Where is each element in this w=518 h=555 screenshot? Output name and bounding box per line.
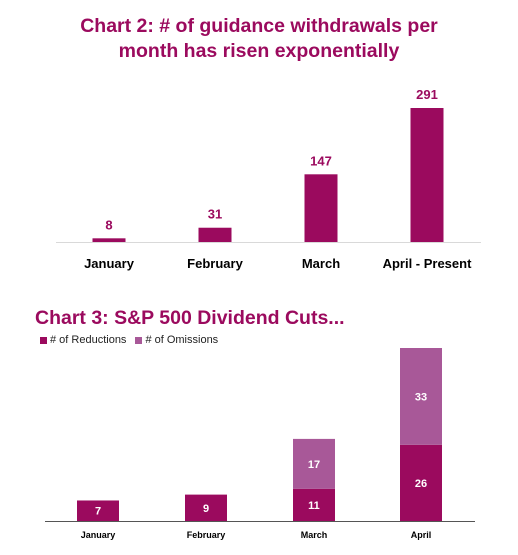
chart2-data-label: 147 <box>310 153 332 168</box>
legend-item-reductions: # of Reductions <box>40 334 126 346</box>
chart2-title: Chart 2: # of guidance withdrawals per m… <box>0 14 518 64</box>
chart2-bar <box>198 227 232 242</box>
chart2-tick-label: January <box>84 256 135 271</box>
chart3-data-label: 33 <box>415 391 427 403</box>
chart3-bar-reductions <box>293 488 335 521</box>
chart3-title: Chart 3: S&P 500 Dividend Cuts... <box>35 307 345 329</box>
chart3-tick-label: February <box>187 530 226 540</box>
chart2-bar <box>92 238 126 242</box>
chart3-tick-label: January <box>81 530 116 540</box>
chart3-data-label: 9 <box>203 503 209 515</box>
chart3-bar-reductions <box>400 444 442 521</box>
chart2-title-line1: Chart 2: # of guidance withdrawals per <box>80 15 438 37</box>
chart3-tick-label: April <box>411 530 432 540</box>
legend-swatch-reductions <box>40 336 47 344</box>
chart3-legend: # of Reductions # of Omissions <box>40 334 227 346</box>
chart3-data-label: 26 <box>415 478 427 490</box>
legend-swatch-omissions <box>135 336 143 344</box>
chart3-bar-reductions <box>77 500 119 521</box>
legend-item-omissions: # of Omissions <box>135 334 218 346</box>
legend-label-omissions: # of Omissions <box>145 334 219 346</box>
legend-label-reductions: # of Reductions <box>50 334 127 346</box>
chart2-data-label: 8 <box>105 217 112 232</box>
chart3-bar-omissions <box>293 438 335 489</box>
chart2-data-label: 31 <box>208 207 222 222</box>
chart3-tick-label: March <box>301 530 328 540</box>
chart2-bar <box>410 108 444 242</box>
chart3-data-label: 11 <box>308 500 320 512</box>
chart2-tick-label: April - Present <box>383 256 473 271</box>
chart3-bar-reductions <box>185 494 227 521</box>
chart3-bar-omissions <box>400 348 442 445</box>
chart2-tick-label: March <box>302 256 340 271</box>
chart3-data-label: 17 <box>308 459 320 471</box>
chart2-data-label: 291 <box>416 87 438 102</box>
chart2-bar <box>304 174 338 242</box>
chart3-data-label: 7 <box>95 506 101 518</box>
chart2-tick-label: February <box>187 256 243 271</box>
chart2-title-line2: month has risen exponentially <box>118 40 400 62</box>
